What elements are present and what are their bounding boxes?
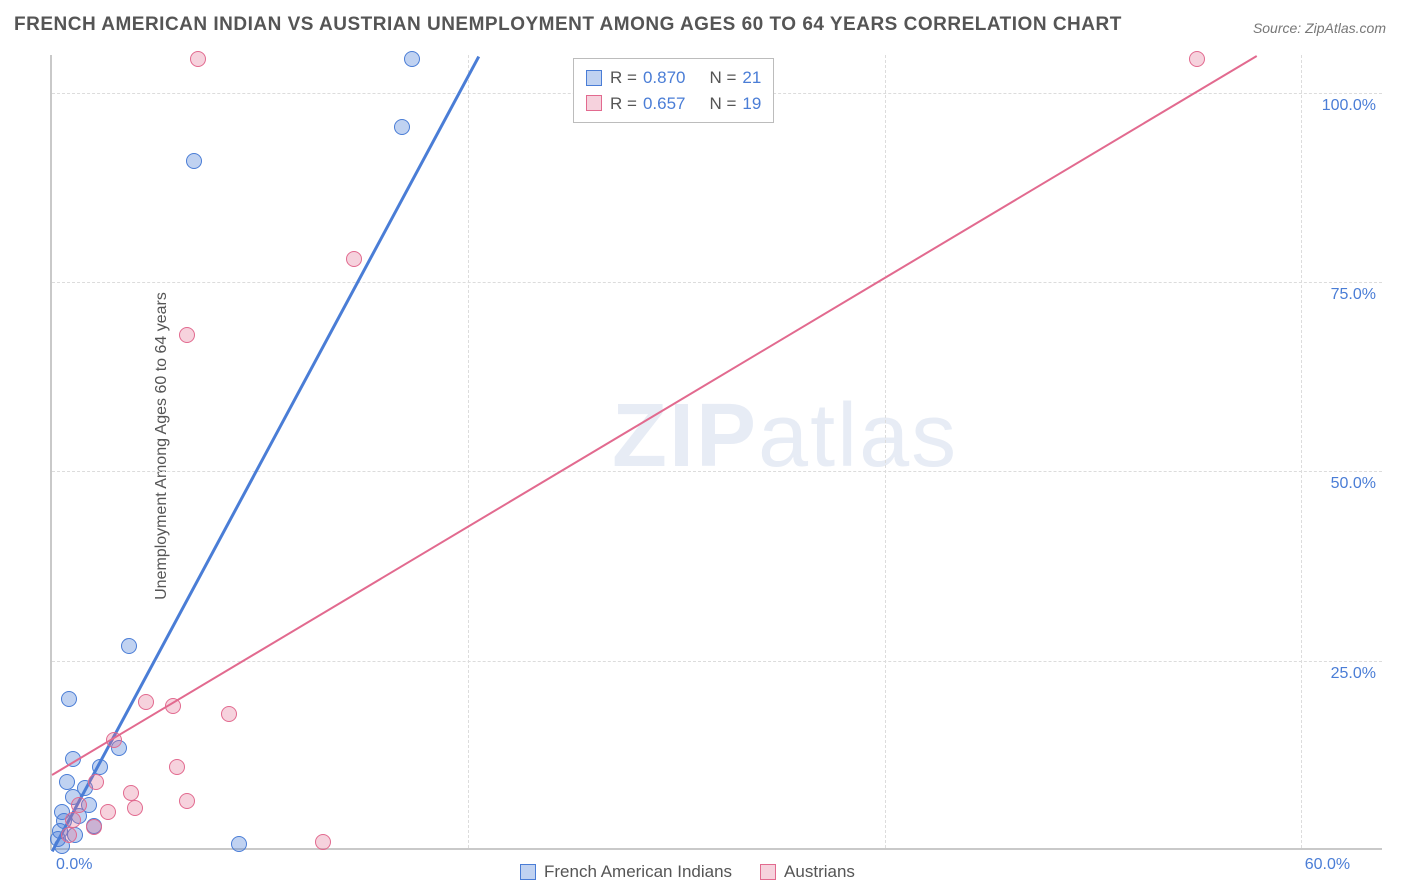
y-tick-label: 100.0% xyxy=(1322,97,1376,115)
legend-swatch xyxy=(586,70,602,86)
gridline-h xyxy=(52,661,1382,662)
chart-container: FRENCH AMERICAN INDIAN VS AUSTRIAN UNEMP… xyxy=(0,0,1406,892)
data-point xyxy=(71,797,87,813)
data-point xyxy=(346,251,362,267)
data-point xyxy=(88,774,104,790)
r-label: R = xyxy=(610,65,637,91)
data-point xyxy=(190,51,206,67)
gridline-h xyxy=(52,282,1382,283)
data-point xyxy=(61,827,77,843)
legend-swatch xyxy=(586,95,602,111)
series-name: Austrians xyxy=(784,862,855,882)
n-value: 21 xyxy=(742,65,761,91)
gridline-v xyxy=(1301,55,1302,848)
data-point xyxy=(169,759,185,775)
data-point xyxy=(221,706,237,722)
source-attribution: Source: ZipAtlas.com xyxy=(1253,20,1386,36)
series-name: French American Indians xyxy=(544,862,732,882)
legend-text: R =0.657 N =19 xyxy=(610,91,761,117)
data-point xyxy=(127,800,143,816)
data-point xyxy=(121,638,137,654)
legend-swatch xyxy=(760,864,776,880)
data-point xyxy=(65,812,81,828)
r-value: 0.870 xyxy=(643,65,686,91)
data-point xyxy=(404,51,420,67)
data-point xyxy=(123,785,139,801)
data-point xyxy=(86,819,102,835)
gridline-h xyxy=(52,471,1382,472)
data-point xyxy=(100,804,116,820)
data-point xyxy=(92,759,108,775)
legend-text: R =0.870 N =21 xyxy=(610,65,761,91)
series-legend-item: Austrians xyxy=(760,862,855,882)
data-point xyxy=(186,153,202,169)
n-label: N = xyxy=(709,91,736,117)
n-value: 19 xyxy=(742,91,761,117)
data-point xyxy=(106,732,122,748)
series-legend-item: French American Indians xyxy=(520,862,732,882)
data-point xyxy=(61,691,77,707)
watermark: ZIPatlas xyxy=(612,385,958,488)
legend-swatch xyxy=(520,864,536,880)
y-tick-label: 75.0% xyxy=(1331,286,1376,304)
r-value: 0.657 xyxy=(643,91,686,117)
data-point xyxy=(315,834,331,850)
plot-area: ZIPatlas 25.0%50.0%75.0%100.0%0.0%60.0% xyxy=(50,55,1382,850)
data-point xyxy=(179,327,195,343)
n-label: N = xyxy=(709,65,736,91)
data-point xyxy=(165,698,181,714)
r-label: R = xyxy=(610,91,637,117)
correlation-legend: R =0.870 N =21 R =0.657 N =19 xyxy=(573,58,774,123)
data-point xyxy=(179,793,195,809)
data-point xyxy=(138,694,154,710)
gridline-v xyxy=(885,55,886,848)
data-point xyxy=(231,836,247,852)
x-tick-label: 60.0% xyxy=(1305,856,1350,874)
legend-row: R =0.657 N =19 xyxy=(586,91,761,117)
gridline-v xyxy=(468,55,469,848)
trend-line xyxy=(51,55,1257,776)
y-tick-label: 25.0% xyxy=(1331,665,1376,683)
data-point xyxy=(59,774,75,790)
data-point xyxy=(1189,51,1205,67)
data-point xyxy=(394,119,410,135)
y-tick-label: 50.0% xyxy=(1331,475,1376,493)
legend-row: R =0.870 N =21 xyxy=(586,65,761,91)
chart-title: FRENCH AMERICAN INDIAN VS AUSTRIAN UNEMP… xyxy=(14,14,1122,36)
x-tick-label: 0.0% xyxy=(56,856,92,874)
series-legend: French American Indians Austrians xyxy=(520,862,855,882)
